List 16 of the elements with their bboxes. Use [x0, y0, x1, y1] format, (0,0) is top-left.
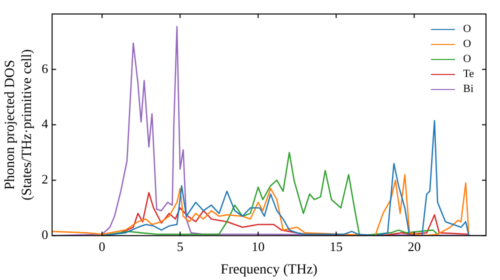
y-tick-label: 6: [42, 60, 49, 76]
legend-label: Bi: [463, 82, 474, 97]
x-tick-label: 20: [408, 238, 421, 254]
legend-label: Te: [463, 67, 474, 82]
x-axis-title: Frequency (THz): [220, 262, 318, 278]
y-tick-label: 2: [42, 172, 48, 187]
legend-label: O: [463, 22, 472, 37]
legend-label: O: [463, 37, 472, 52]
y-tick-label: 4: [42, 116, 49, 132]
legend-label: O: [463, 52, 472, 67]
x-tick-label: 5: [176, 238, 184, 254]
x-tick-label: 15: [330, 238, 343, 254]
x-tick-label: 0: [98, 238, 106, 254]
y-tick-label: 0: [42, 227, 48, 242]
y-axis-title: Phonon projected DOS (States/THz·primitive cell): [3, 48, 35, 200]
x-tick-label: 10: [252, 238, 265, 254]
